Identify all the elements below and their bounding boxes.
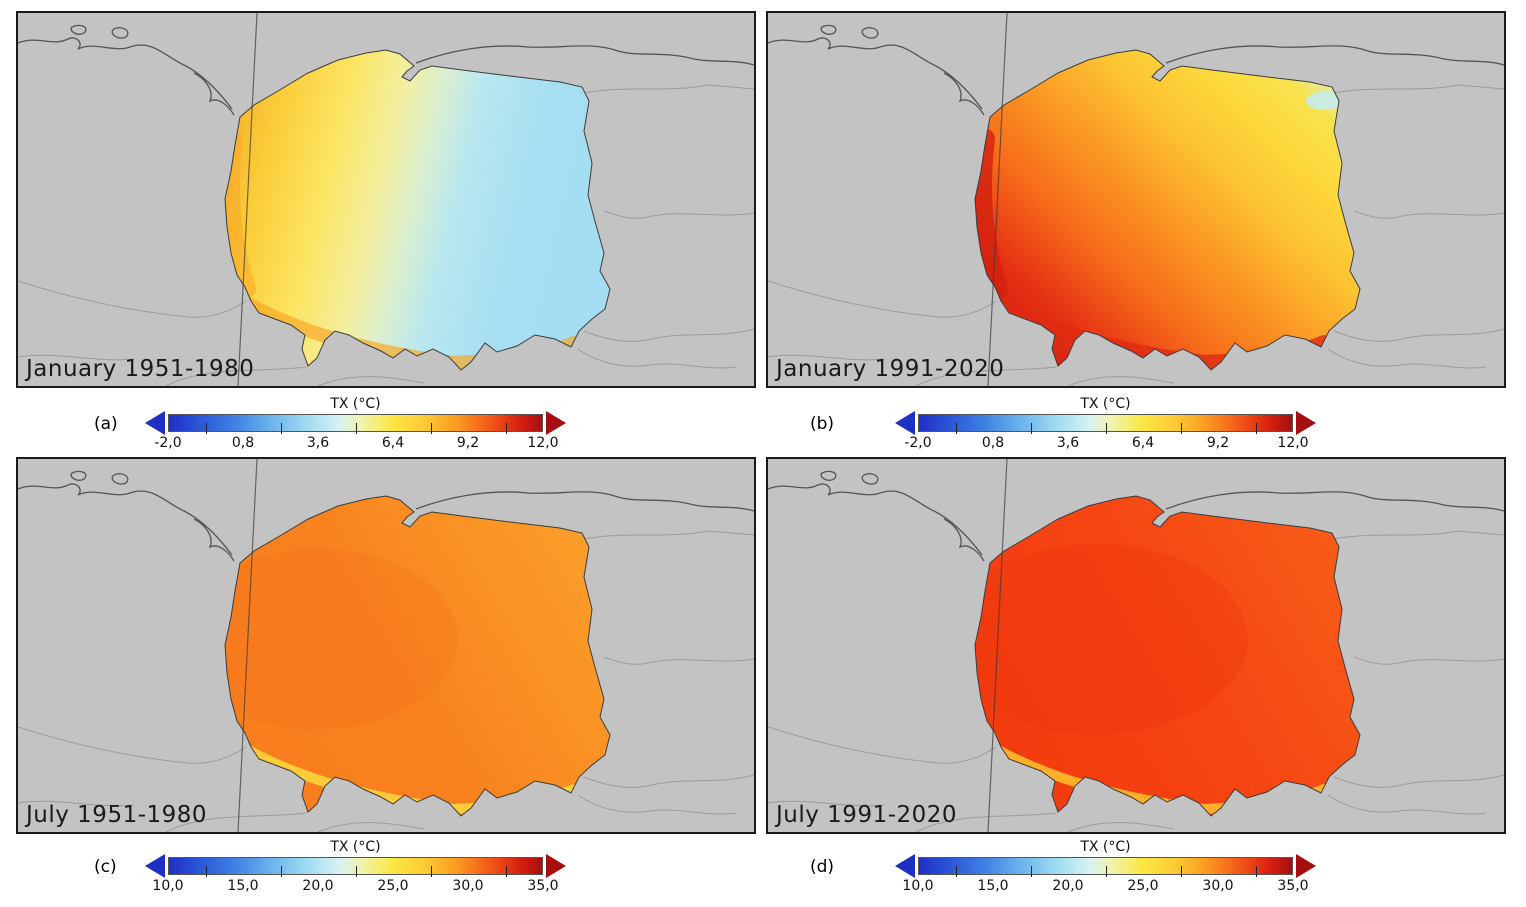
panel-caption: January 1991-2020 <box>776 356 1005 382</box>
colorbar-tick <box>355 423 357 434</box>
colorbar-tick-label: 3,6 <box>306 435 330 451</box>
colorbar-tick-label: 20,0 <box>1052 878 1084 894</box>
colorbar-tick <box>1255 866 1257 877</box>
colorbar-tick <box>280 423 282 434</box>
colorbar-tick <box>1030 423 1032 434</box>
colorbar-over-range-arrow-icon <box>1296 854 1316 878</box>
poland-temperature-map <box>768 459 1504 832</box>
colorbar-tick <box>280 866 282 877</box>
colorbar-tick <box>1030 866 1032 877</box>
colorbar-over-range-arrow-icon <box>546 411 566 435</box>
panel-caption: July 1951-1980 <box>26 802 208 828</box>
colorbar-tick-label: 6,4 <box>381 435 405 451</box>
meridian-line <box>237 13 258 386</box>
colorbar-tick-label: 0,8 <box>231 435 255 451</box>
colorbar-under-range-arrow-icon <box>145 854 165 878</box>
colorbar-under-range-arrow-icon <box>895 411 915 435</box>
colorbar-tick-label: 9,2 <box>1206 435 1230 451</box>
colorbar-tick <box>955 423 957 434</box>
map-panel-january-1991-2020: January 1991-2020 <box>766 11 1506 388</box>
colorbar-tick-label: 12,0 <box>1277 435 1309 451</box>
poland-temperature-map <box>18 459 754 832</box>
colorbar-tick-label: 10,0 <box>152 878 184 894</box>
colorbar-d: TX (°C) 10,0 15,0 20,0 25,0 30,0 35,0 <box>895 839 1316 894</box>
colorbar-tick-label: 9,2 <box>456 435 480 451</box>
colorbar-tick <box>955 866 957 877</box>
colorbar-over-range-arrow-icon <box>546 854 566 878</box>
colorbar-tick-label: 20,0 <box>302 878 334 894</box>
panel-caption: January 1951-1980 <box>26 356 255 382</box>
colorbar-under-range-arrow-icon <box>145 411 165 435</box>
colorbar-tick-label: -2,0 <box>904 435 932 451</box>
colorbar-under-range-arrow-icon <box>895 854 915 878</box>
colorbar-title: TX (°C) <box>330 396 381 412</box>
colorbar-tick <box>430 866 432 877</box>
colorbar-tick <box>1105 866 1107 877</box>
meridian-line <box>237 459 258 832</box>
colorbar-tick-label: 30,0 <box>1202 878 1234 894</box>
panel-letter-a: (a) <box>94 414 118 434</box>
map-panel-january-1951-1980: January 1951-1980 <box>16 11 756 388</box>
poland-temperature-map <box>18 13 754 386</box>
colorbar-b: TX (°C) -2,0 0,8 3,6 6,4 9,2 12,0 <box>895 396 1316 451</box>
colorbar-tick <box>505 866 507 877</box>
colorbar-title: TX (°C) <box>1080 839 1131 855</box>
panel-letter-c: (c) <box>94 857 117 877</box>
colorbar-a: TX (°C) -2,0 0,8 3,6 6,4 9,2 12,0 <box>145 396 566 451</box>
colorbar-tick-label: 6,4 <box>1131 435 1155 451</box>
colorbar-tick-label: 30,0 <box>452 878 484 894</box>
colorbar-tick <box>355 866 357 877</box>
poland-temperature-map <box>768 13 1504 386</box>
colorbar-tick-label: 25,0 <box>1127 878 1159 894</box>
northeast-cool-patch <box>1306 92 1342 110</box>
colorbar-tick <box>1255 423 1257 434</box>
colorbar-over-range-arrow-icon <box>1296 411 1316 435</box>
map-panel-july-1951-1980: July 1951-1980 <box>16 457 756 834</box>
colorbar-c: TX (°C) 10,0 15,0 20,0 25,0 30,0 35,0 <box>145 839 566 894</box>
panel-letter-d: (d) <box>810 857 835 877</box>
colorbar-tick-label: 3,6 <box>1056 435 1080 451</box>
colorbar-tick <box>1180 866 1182 877</box>
colorbar-tick <box>1180 423 1182 434</box>
panel-caption: July 1991-2020 <box>776 802 958 828</box>
colorbar-tick-label: 12,0 <box>527 435 559 451</box>
colorbar-tick <box>1105 423 1107 434</box>
colorbar-tick-label: 15,0 <box>227 878 259 894</box>
meridian-line <box>987 13 1008 386</box>
colorbar-tick <box>205 423 207 434</box>
map-panel-july-1991-2020: July 1991-2020 <box>766 457 1506 834</box>
colorbar-tick <box>505 423 507 434</box>
colorbar-tick-label: 35,0 <box>527 878 559 894</box>
central-warm-patch <box>225 549 458 729</box>
colorbar-title: TX (°C) <box>330 839 381 855</box>
colorbar-tick-label: 0,8 <box>981 435 1005 451</box>
colorbar-tick-label: -2,0 <box>154 435 182 451</box>
colorbar-tick <box>430 423 432 434</box>
meridian-line <box>987 459 1008 832</box>
colorbar-title: TX (°C) <box>1080 396 1131 412</box>
panel-letter-b: (b) <box>810 414 835 434</box>
colorbar-tick <box>205 866 207 877</box>
central-warm-patch <box>975 544 1248 734</box>
colorbar-tick-label: 25,0 <box>377 878 409 894</box>
colorbar-tick-label: 35,0 <box>1277 878 1309 894</box>
colorbar-tick-label: 10,0 <box>902 878 934 894</box>
colorbar-tick-label: 15,0 <box>977 878 1009 894</box>
